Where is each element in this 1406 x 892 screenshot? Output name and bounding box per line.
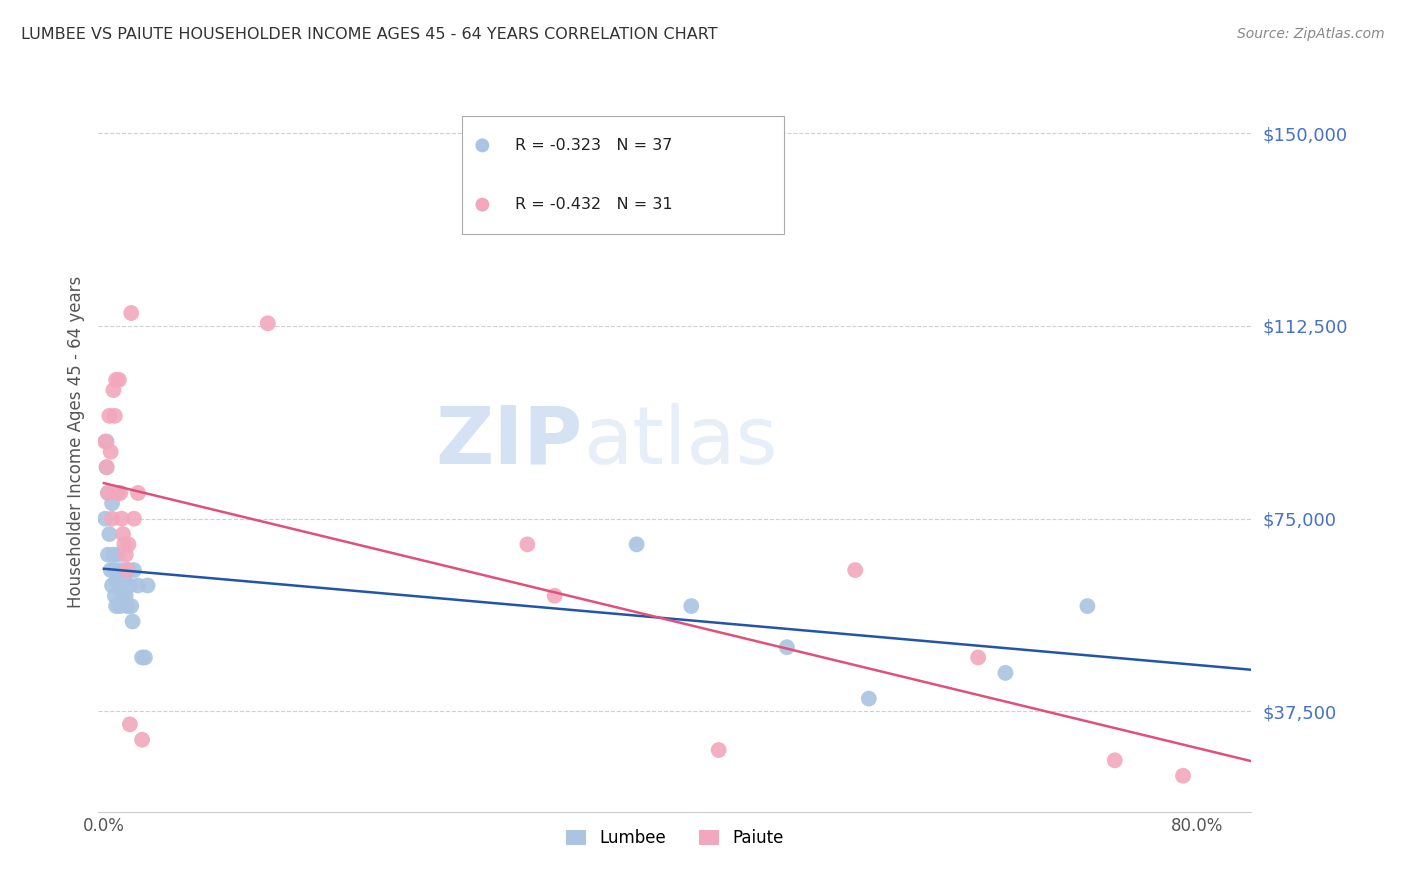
Point: [127, 486, 149, 500]
Point: [112, 574, 135, 588]
Point: [120, 306, 142, 320]
Point: [967, 650, 990, 665]
Point: [776, 640, 799, 655]
Point: [108, 373, 131, 387]
Point: [122, 563, 145, 577]
Point: [544, 589, 567, 603]
Point: [103, 548, 125, 562]
Point: [1076, 599, 1098, 613]
Point: [104, 589, 127, 603]
Point: [844, 563, 866, 577]
Point: [121, 615, 143, 629]
Point: [97, 548, 120, 562]
Point: [107, 548, 129, 562]
Point: [111, 563, 134, 577]
Point: [115, 599, 138, 613]
Point: [101, 511, 124, 525]
Point: [104, 563, 127, 577]
Point: [105, 574, 128, 588]
Point: [118, 717, 141, 731]
Text: R = -0.432   N = 31: R = -0.432 N = 31: [515, 197, 672, 212]
Point: [101, 578, 124, 592]
Point: [107, 486, 129, 500]
Point: [117, 563, 139, 577]
Point: [131, 732, 153, 747]
Point: [100, 445, 122, 459]
Point: [858, 691, 880, 706]
Point: [98, 527, 121, 541]
Point: [111, 527, 134, 541]
Point: [110, 599, 132, 613]
Point: [115, 563, 138, 577]
Point: [516, 537, 538, 551]
Text: LUMBEE VS PAIUTE HOUSEHOLDER INCOME AGES 45 - 64 YEARS CORRELATION CHART: LUMBEE VS PAIUTE HOUSEHOLDER INCOME AGES…: [21, 27, 717, 42]
Point: [120, 599, 142, 613]
Text: atlas: atlas: [582, 402, 778, 481]
Point: [112, 537, 135, 551]
Point: [111, 511, 134, 525]
Point: [131, 650, 153, 665]
FancyBboxPatch shape: [461, 116, 785, 235]
Point: [118, 578, 141, 592]
Point: [108, 578, 131, 592]
Point: [994, 665, 1017, 680]
Point: [127, 578, 149, 592]
Point: [100, 563, 122, 577]
Point: [681, 599, 703, 613]
Point: [97, 486, 120, 500]
Text: Source: ZipAtlas.com: Source: ZipAtlas.com: [1237, 27, 1385, 41]
Point: [94, 511, 117, 525]
Text: R = -0.323   N = 37: R = -0.323 N = 37: [515, 138, 672, 153]
Point: [96, 460, 118, 475]
Point: [105, 599, 128, 613]
Point: [97, 486, 120, 500]
Point: [114, 589, 136, 603]
Point: [103, 383, 125, 397]
Point: [707, 743, 730, 757]
Point: [111, 589, 134, 603]
Point: [256, 316, 278, 330]
Point: [136, 578, 159, 592]
Point: [122, 511, 145, 525]
Point: [101, 496, 124, 510]
Point: [105, 373, 128, 387]
Point: [1104, 753, 1126, 767]
Point: [134, 650, 156, 665]
Point: [98, 409, 121, 423]
Point: [96, 460, 118, 475]
Text: ZIP: ZIP: [436, 402, 582, 481]
Point: [110, 486, 132, 500]
Point: [1171, 769, 1194, 783]
Point: [94, 434, 117, 449]
Point: [104, 409, 127, 423]
Point: [96, 434, 118, 449]
Point: [626, 537, 648, 551]
Legend: Lumbee, Paiute: Lumbee, Paiute: [558, 821, 792, 855]
Point: [114, 548, 136, 562]
Y-axis label: Householder Income Ages 45 - 64 years: Householder Income Ages 45 - 64 years: [66, 276, 84, 607]
Point: [117, 537, 139, 551]
